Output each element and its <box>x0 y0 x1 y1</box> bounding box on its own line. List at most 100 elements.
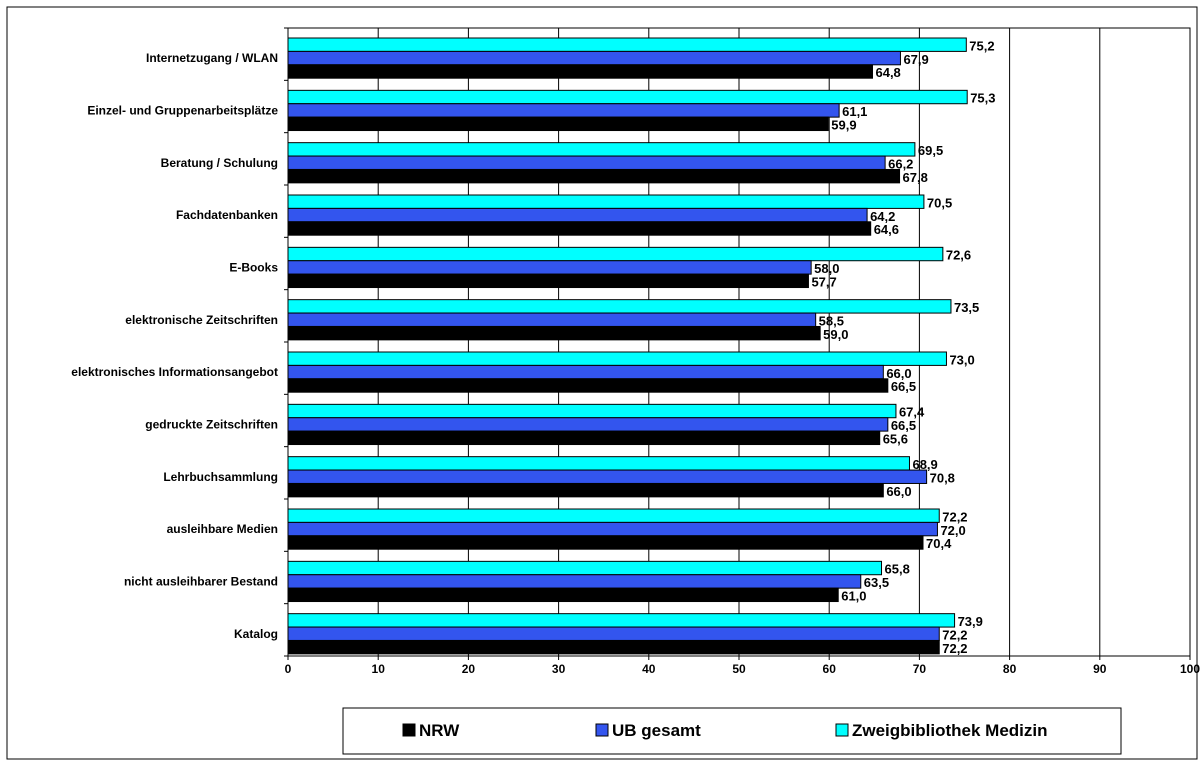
value-label-zweigbibliothek-medizin: 67,4 <box>899 405 925 420</box>
x-tick-label: 80 <box>1003 662 1017 676</box>
x-tick-label: 90 <box>1093 662 1107 676</box>
bar-nrw <box>287 221 872 236</box>
value-label-zweigbibliothek-medizin: 69,5 <box>918 143 943 158</box>
legend-label-zweigbibliothek-medizin: Zweigbibliothek Medizin <box>852 721 1048 740</box>
bar-ub-gesamt <box>287 417 889 432</box>
bar-nrw <box>287 482 884 498</box>
bar-zweigbibliothek-medizin <box>287 613 956 628</box>
x-tick-label: 10 <box>372 662 386 676</box>
value-label-nrw: 64,6 <box>874 222 899 237</box>
bar-ub-gesamt <box>287 50 901 66</box>
legend-swatch-nrw <box>402 723 416 737</box>
value-label-ub-gesamt: 58,0 <box>814 261 839 276</box>
value-label-nrw: 66,0 <box>886 484 911 499</box>
value-label-ub-gesamt: 70,8 <box>930 470 955 485</box>
category-label: Einzel- und Gruppenarbeitsplätze <box>87 103 278 117</box>
value-label-zweigbibliothek-medizin: 65,8 <box>885 562 910 577</box>
value-label-zweigbibliothek-medizin: 68,9 <box>912 457 937 472</box>
value-label-ub-gesamt: 66,0 <box>886 366 911 381</box>
category-label: elektronisches Informationsangebot <box>71 365 278 379</box>
value-label-ub-gesamt: 67,9 <box>903 52 928 67</box>
bar-nrw <box>287 535 924 550</box>
value-label-zweigbibliothek-medizin: 75,2 <box>969 38 994 53</box>
bar-nrw <box>287 639 940 655</box>
x-tick-label: 70 <box>913 662 927 676</box>
value-label-ub-gesamt: 58,5 <box>819 313 844 328</box>
bar-zweigbibliothek-medizin <box>287 194 925 209</box>
category-label: Beratung / Schulung <box>161 156 278 170</box>
bar-ub-gesamt <box>287 207 868 223</box>
category-label: nicht ausleihbarer Bestand <box>124 574 278 588</box>
value-label-nrw: 61,0 <box>841 589 866 604</box>
value-label-nrw: 65,6 <box>883 432 908 447</box>
legend-swatch-ub-gesamt <box>595 723 609 737</box>
bar-zweigbibliothek-medizin <box>287 508 940 523</box>
bar-zweigbibliothek-medizin <box>287 37 967 52</box>
value-label-ub-gesamt: 72,2 <box>942 627 967 642</box>
value-label-zweigbibliothek-medizin: 73,5 <box>954 300 979 315</box>
value-label-nrw: 72,2 <box>942 641 967 656</box>
bar-zweigbibliothek-medizin <box>287 351 947 366</box>
bar-ub-gesamt <box>287 103 840 118</box>
value-label-ub-gesamt: 72,0 <box>940 523 965 538</box>
bar-ub-gesamt <box>287 364 884 380</box>
value-label-nrw: 59,9 <box>831 118 856 133</box>
value-label-nrw: 57,7 <box>811 275 836 290</box>
bar-nrw <box>287 64 873 79</box>
value-label-ub-gesamt: 66,2 <box>888 156 913 171</box>
value-label-ub-gesamt: 66,5 <box>891 418 916 433</box>
value-label-ub-gesamt: 61,1 <box>842 104 867 119</box>
value-label-ub-gesamt: 64,2 <box>870 209 895 224</box>
value-label-zweigbibliothek-medizin: 75,3 <box>970 91 995 106</box>
category-label: E-Books <box>229 260 278 274</box>
bar-zweigbibliothek-medizin <box>287 89 968 105</box>
legend-swatch-zweigbibliothek-medizin <box>835 723 849 737</box>
value-label-nrw: 70,4 <box>926 536 952 551</box>
category-label: ausleihbare Medien <box>167 522 278 536</box>
bar-nrw <box>287 325 821 341</box>
bar-zweigbibliothek-medizin <box>287 456 910 471</box>
chart-frame <box>6 6 1198 760</box>
category-label: gedruckte Zeitschriften <box>145 417 278 431</box>
category-label: Lehrbuchsammlung <box>163 470 278 484</box>
value-label-zweigbibliothek-medizin: 73,0 <box>949 352 974 367</box>
category-label: Internetzugang / WLAN <box>146 51 278 65</box>
bar-nrw <box>287 168 901 184</box>
value-label-zweigbibliothek-medizin: 72,2 <box>942 509 967 524</box>
x-tick-label: 50 <box>732 662 746 676</box>
legend-label-nrw: NRW <box>419 721 460 740</box>
bar-zweigbibliothek-medizin <box>287 142 916 157</box>
value-label-nrw: 59,0 <box>823 327 848 342</box>
category-label: Katalog <box>234 627 278 641</box>
bar-nrw <box>287 587 839 603</box>
x-tick-label: 0 <box>285 662 292 676</box>
value-label-nrw: 64,8 <box>875 65 900 80</box>
x-tick-label: 40 <box>642 662 656 676</box>
bar-zweigbibliothek-medizin <box>287 403 897 419</box>
bar-zweigbibliothek-medizin <box>287 299 952 314</box>
bar-zweigbibliothek-medizin <box>287 560 883 576</box>
bar-ub-gesamt <box>287 521 938 537</box>
bar-nrw <box>287 378 889 393</box>
bar-nrw <box>287 273 809 289</box>
x-tick-label: 30 <box>552 662 566 676</box>
bar-nrw <box>287 430 881 446</box>
x-tick-label: 20 <box>462 662 476 676</box>
legend <box>342 707 1122 755</box>
bar-ub-gesamt <box>287 574 862 589</box>
bar-ub-gesamt <box>287 260 812 275</box>
value-label-nrw: 67,8 <box>903 170 928 185</box>
category-label: Fachdatenbanken <box>176 208 278 222</box>
value-label-nrw: 66,5 <box>891 379 916 394</box>
bar-ub-gesamt <box>287 312 817 327</box>
value-label-zweigbibliothek-medizin: 73,9 <box>958 614 983 629</box>
legend-label-ub-gesamt: UB gesamt <box>612 721 701 740</box>
bar-ub-gesamt <box>287 155 886 170</box>
bar-ub-gesamt <box>287 626 940 641</box>
value-label-zweigbibliothek-medizin: 72,6 <box>946 248 971 263</box>
value-label-zweigbibliothek-medizin: 70,5 <box>927 195 952 210</box>
x-tick-label: 60 <box>823 662 837 676</box>
x-tick-label: 100 <box>1180 662 1200 676</box>
